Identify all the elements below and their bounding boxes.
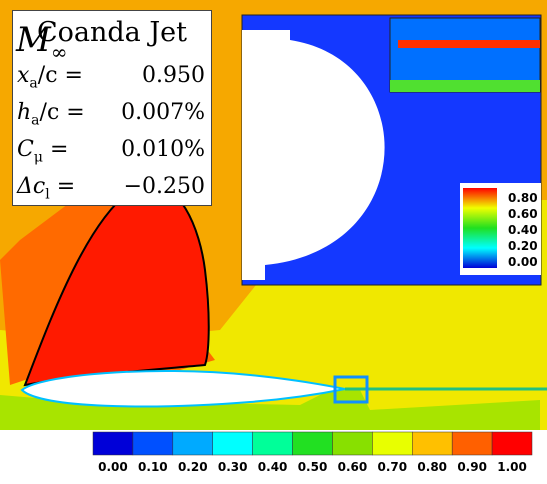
- colorbar-symbol: M∞: [16, 20, 68, 64]
- colorbar-cell: [492, 432, 532, 455]
- colorbar-label: 0.60: [338, 460, 368, 474]
- value: −0.250: [124, 174, 205, 199]
- symbol: h: [17, 100, 31, 125]
- symbol: x: [17, 63, 29, 88]
- legend-row: Δcl =−0.250: [17, 174, 209, 202]
- colorbar-label: 0.50: [298, 460, 328, 474]
- colorbar-label: 0.80: [417, 460, 447, 474]
- symbol: C: [17, 137, 34, 162]
- subscript: a: [31, 112, 39, 128]
- inset-colorbar-label: 0.20: [508, 239, 538, 253]
- colorbar-label: 1.00: [497, 460, 527, 474]
- colorbar-cell: [213, 432, 253, 455]
- colorbar-label: 0.10: [138, 460, 168, 474]
- page: 0.80 0.60 0.40 0.20 0.00 0.00 0.10 0.20 0.30 0.4…: [0, 0, 547, 484]
- rest: /c =: [38, 63, 83, 88]
- colorbar-label: 0.30: [218, 460, 248, 474]
- value: 0.010%: [121, 137, 205, 162]
- inset-colorbar-label: 0.60: [508, 207, 538, 221]
- value: 0.007%: [121, 100, 205, 125]
- rest: /c =: [40, 100, 85, 125]
- legend-row: xa/c = 0.950: [17, 63, 209, 91]
- inset-colorbar-label: 0.80: [508, 191, 538, 205]
- colorbar-cell: [293, 432, 333, 455]
- colorbar-label: 0.90: [457, 460, 487, 474]
- inset-colorbar-label: 0.00: [508, 255, 538, 269]
- symbol: M: [16, 20, 51, 60]
- legend-row: Cμ = 0.010%: [17, 137, 209, 165]
- legend-row: ha/c = 0.007%: [17, 100, 209, 128]
- colorbar-label: 0.70: [378, 460, 408, 474]
- colorbar-label: 0.40: [258, 460, 288, 474]
- colorbar-cell: [253, 432, 293, 455]
- colorbar-cell: [332, 432, 372, 455]
- colorbar-cell: [133, 432, 173, 455]
- rest: =: [50, 174, 75, 199]
- inset-colorbar-label: 0.40: [508, 223, 538, 237]
- rest: =: [43, 137, 68, 162]
- subscript: a: [29, 75, 37, 91]
- inset-detail-green: [390, 80, 540, 92]
- colorbar-cell: [93, 432, 133, 455]
- colorbar-label: 0.20: [178, 460, 208, 474]
- subscript: μ: [34, 149, 43, 165]
- subscript: ∞: [51, 40, 68, 64]
- value: 0.950: [142, 63, 205, 88]
- inset-jet: [398, 40, 540, 48]
- inset-colorbar: [463, 188, 497, 268]
- colorbar-label: 0.00: [98, 460, 128, 474]
- colorbar-cell: [412, 432, 452, 455]
- colorbar-cell: [452, 432, 492, 455]
- symbol: Δc: [17, 174, 45, 199]
- colorbar-cell: [173, 432, 213, 455]
- colorbar-cell: [372, 432, 412, 455]
